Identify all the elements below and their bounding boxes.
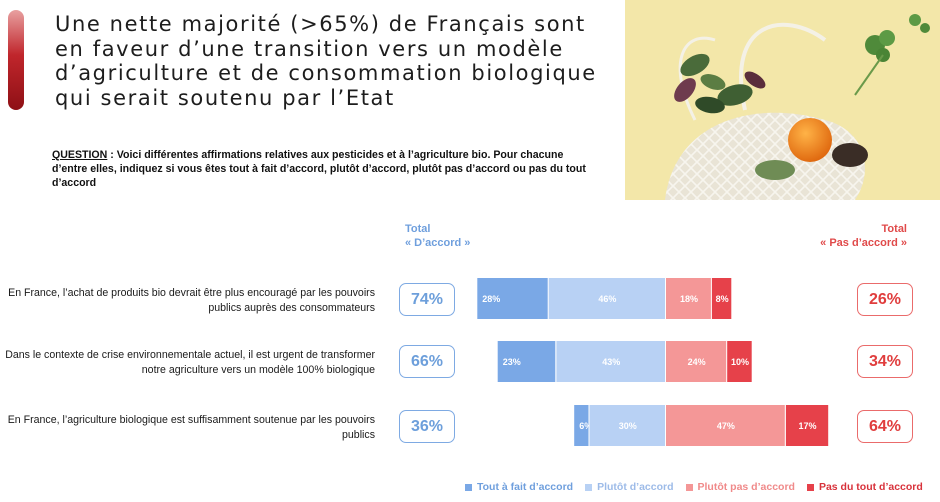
legend-item: Pas du tout d’accord xyxy=(806,481,923,493)
total-disagree-title: Total xyxy=(881,223,907,235)
question-body: : Voici différentes affirmations relativ… xyxy=(52,149,586,189)
bar-segment-plutot-pas xyxy=(666,278,711,319)
produce-photo xyxy=(625,0,940,200)
label-plutot: 46% xyxy=(598,294,616,304)
total-agree-subtitle: « D’accord » xyxy=(405,237,471,249)
label-plutot-pas: 47% xyxy=(717,421,735,431)
bar-segment-pas-du-tout xyxy=(727,341,752,382)
label-tout-a-fait: 23% xyxy=(503,357,521,367)
legend-swatch xyxy=(465,483,472,491)
legend-label: Plutôt d’accord xyxy=(597,481,674,493)
legend-swatch xyxy=(685,483,693,491)
title-accent-bar xyxy=(8,10,24,110)
legend-label: Pas du tout d’accord xyxy=(818,481,923,493)
label-plutot-pas: 24% xyxy=(688,357,706,367)
statement-label: Dans le contexte de crise environnementa… xyxy=(5,349,375,376)
bar-segment-pas-du-tout xyxy=(711,278,732,319)
label-plutot: 30% xyxy=(619,421,637,431)
legend-item: Plutôt d’accord xyxy=(585,481,674,493)
total-disagree-value: 34% xyxy=(857,345,913,378)
headline: Une nette majorité (>65%) de Français so… xyxy=(55,12,597,110)
label-tout-a-fait: 6% xyxy=(579,421,592,431)
total-agree-value: 36% xyxy=(399,410,455,443)
label-tout-a-fait: 28% xyxy=(482,294,500,304)
total-disagree-header: Total « Pas d’accord » xyxy=(820,222,907,250)
label-pas-du-tout: 17% xyxy=(798,421,816,431)
total-agree-value: 66% xyxy=(399,345,455,378)
label-pas-du-tout: 8% xyxy=(716,294,729,304)
bar-segment-pas-du-tout xyxy=(785,405,829,446)
label-plutot-pas: 18% xyxy=(680,294,698,304)
legend-label: Tout à fait d’accord xyxy=(477,481,574,493)
legend-swatch xyxy=(585,483,593,491)
total-disagree-value: 64% xyxy=(857,410,913,443)
bar-segment-tout-a-fait xyxy=(497,341,556,382)
total-agree-title: Total xyxy=(405,223,431,235)
label-pas-du-tout: 10% xyxy=(731,357,749,367)
bar-segment-tout-a-fait xyxy=(477,278,548,319)
total-agree-header: Total « D’accord » xyxy=(405,222,470,250)
question-tag: QUESTION xyxy=(52,149,108,161)
statement-label: En France, l’achat de produits bio devra… xyxy=(8,287,375,314)
label-plutot: 43% xyxy=(602,357,620,367)
legend-item: Plutôt pas d’accord xyxy=(685,481,795,493)
legend-label: Plutôt pas d’accord xyxy=(697,481,795,493)
statement-label: En France, l’agriculture biologique est … xyxy=(7,414,375,441)
question-text: QUESTION : Voici différentes affirmation… xyxy=(52,148,592,190)
total-disagree-value: 26% xyxy=(857,283,913,316)
bar-segment-plutot xyxy=(589,405,665,446)
bar-segment-plutot xyxy=(548,278,665,319)
total-agree-value: 74% xyxy=(399,283,455,316)
bar-segment-plutot-pas xyxy=(666,405,785,446)
net-bag-illustration xyxy=(625,0,940,200)
bar-segment-tout-a-fait xyxy=(574,405,589,446)
chart-legend: Tout à fait d’accord Plutôt d’accord Plu… xyxy=(465,481,923,493)
bar-segment-plutot xyxy=(556,341,665,382)
total-disagree-subtitle: « Pas d’accord » xyxy=(820,237,907,249)
legend-item: Tout à fait d’accord xyxy=(465,481,573,493)
legend-swatch xyxy=(806,483,814,491)
bar-segment-plutot-pas xyxy=(666,341,727,382)
